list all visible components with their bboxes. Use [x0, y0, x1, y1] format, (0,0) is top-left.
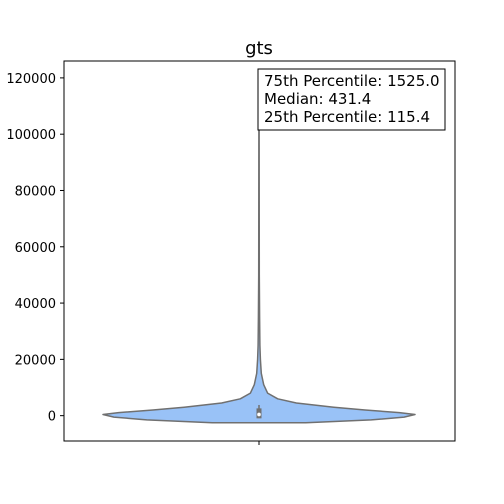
- y-tick-label: 100000: [6, 128, 56, 143]
- y-tick-label: 0: [48, 410, 56, 425]
- annotation-line-q1: 25th Percentile: 115.4: [264, 108, 430, 126]
- violin-body: [102, 82, 416, 424]
- median-marker: [257, 412, 261, 417]
- annotation-box: [257, 68, 446, 131]
- chart-title: gts: [245, 38, 273, 59]
- box-plot: [256, 404, 262, 419]
- plot-frame: [63, 60, 456, 442]
- y-tick-label: 20000: [15, 353, 56, 368]
- y-tick-label: 40000: [15, 297, 56, 312]
- percentile-annotation: 75th Percentile: 1525.0 Median: 431.4 25…: [257, 68, 446, 131]
- y-axis: 0 20000 40000 60000 80000 100000 120000: [6, 72, 64, 425]
- y-tick-label: 80000: [15, 184, 56, 199]
- annotation-line-q3: 75th Percentile: 1525.0: [264, 72, 440, 90]
- annotation-line-median: Median: 431.4: [264, 90, 371, 108]
- y-tick-label: 120000: [6, 72, 56, 87]
- y-tick-label: 60000: [15, 241, 56, 256]
